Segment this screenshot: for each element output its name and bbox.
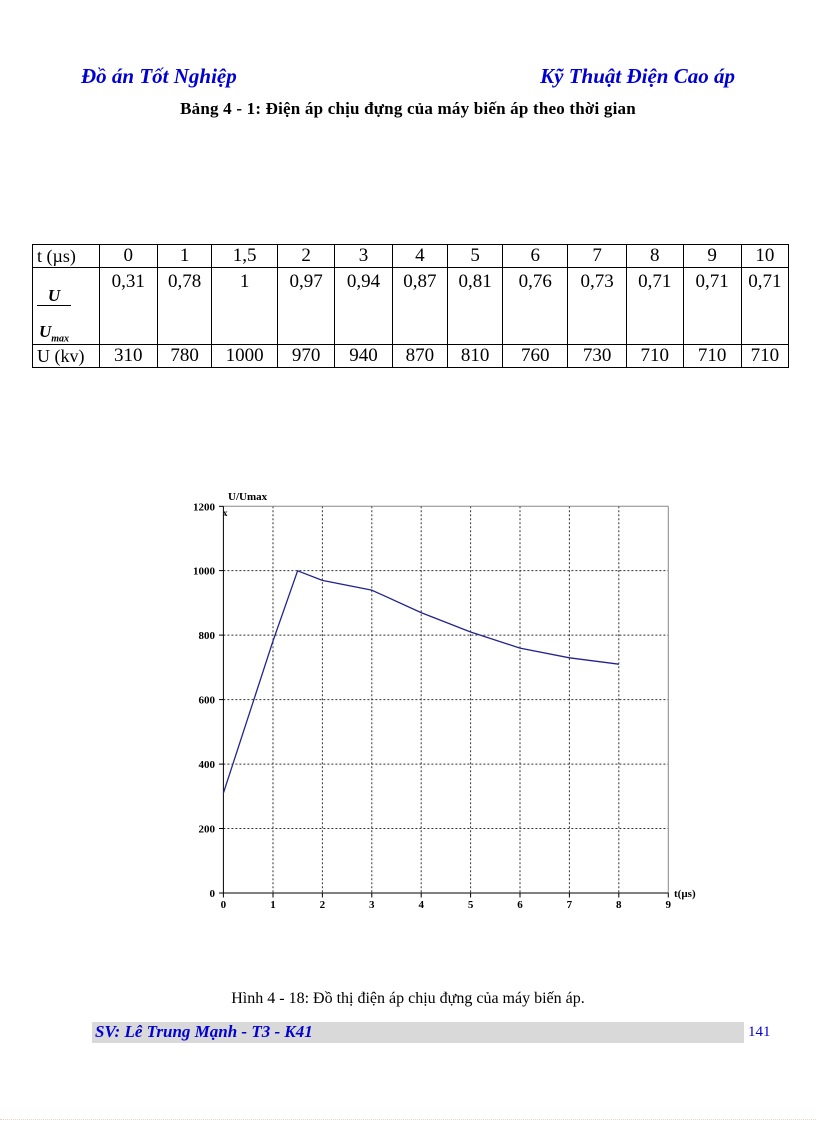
svg-text:t(µs): t(µs) xyxy=(674,888,696,900)
svg-text:8: 8 xyxy=(616,899,622,911)
svg-text:x: x xyxy=(223,508,228,518)
svg-text:0: 0 xyxy=(221,899,227,911)
svg-text:200: 200 xyxy=(199,824,216,836)
svg-text:1200: 1200 xyxy=(193,501,216,513)
svg-text:4: 4 xyxy=(418,899,424,911)
svg-text:3: 3 xyxy=(369,899,375,911)
svg-text:1: 1 xyxy=(270,899,276,911)
svg-text:5: 5 xyxy=(468,899,474,911)
svg-text:2: 2 xyxy=(320,899,326,911)
svg-text:7: 7 xyxy=(567,899,573,911)
svg-text:400: 400 xyxy=(199,759,216,771)
svg-text:9: 9 xyxy=(666,899,672,911)
svg-text:1000: 1000 xyxy=(193,566,216,578)
svg-text:600: 600 xyxy=(199,695,216,707)
svg-text:0: 0 xyxy=(210,888,216,900)
svg-text:U/Umax: U/Umax xyxy=(228,491,268,503)
svg-text:800: 800 xyxy=(199,630,216,642)
svg-text:6: 6 xyxy=(517,899,523,911)
